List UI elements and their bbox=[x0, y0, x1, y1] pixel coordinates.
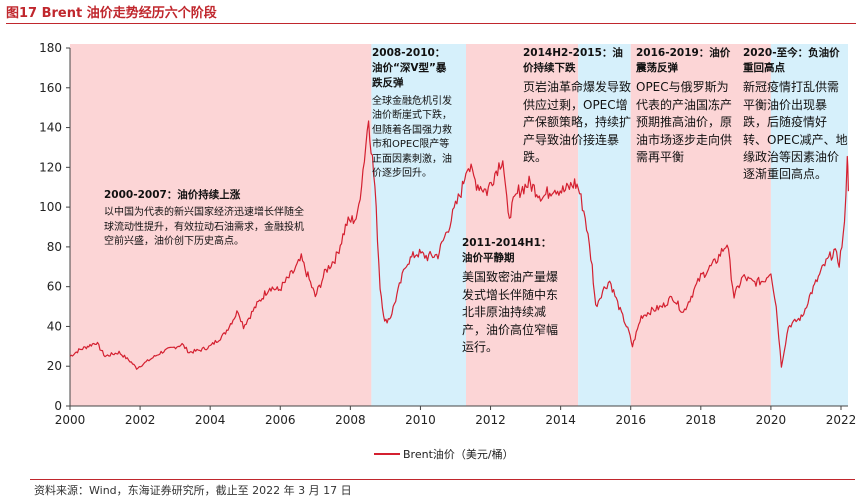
x-tick-label: 2006 bbox=[265, 413, 296, 427]
annotation-body: 页岩油革命爆发导致供应过剩，OPEC增产保额策略，持续扩产导致油价接连暴跌。 bbox=[523, 80, 632, 164]
period-band-5 bbox=[630, 44, 771, 406]
annotation-2020-present: 2020-至今：负油价重回高点 新冠疫情打乱供需平衡油价出现暴跌，后随疫情好转、… bbox=[743, 46, 849, 184]
x-tick-label: 2008 bbox=[335, 413, 366, 427]
title-rule bbox=[6, 23, 856, 24]
annotation-body: OPEC与俄罗斯为代表的产油国冻产预期推高油价，原油市场逐步走向供需再平衡 bbox=[636, 80, 733, 164]
x-tick-label: 2002 bbox=[125, 413, 156, 427]
legend-label: Brent油价（美元/桶） bbox=[403, 448, 514, 461]
annotation-heading: 2008-2010：油价“深V型”暴跌反弹 bbox=[372, 47, 447, 90]
annotation-2014h2-2015: 2014H2-2015：油价持续下跌 页岩油革命爆发导致供应过剩，OPEC增产保… bbox=[523, 46, 631, 166]
annotation-body: 新冠疫情打乱供需平衡油价出现暴跌，后随疫情好转、OPEC减产、地缘政治等因素油价… bbox=[743, 80, 848, 182]
source-rule bbox=[30, 479, 855, 480]
y-tick-label: 80 bbox=[47, 240, 62, 254]
y-tick-label: 180 bbox=[39, 41, 62, 55]
annotation-heading: 2011-2014H1：油价平静期 bbox=[462, 237, 552, 265]
x-tick-label: 2014 bbox=[545, 413, 576, 427]
legend-swatch bbox=[374, 453, 400, 455]
x-tick-label: 2012 bbox=[475, 413, 506, 427]
y-tick-label: 100 bbox=[39, 200, 62, 214]
period-band-6 bbox=[770, 44, 848, 406]
y-tick-label: 140 bbox=[39, 121, 62, 135]
x-tick-label: 2020 bbox=[756, 413, 787, 427]
x-tick-label: 2018 bbox=[686, 413, 717, 427]
annotation-2016-2019: 2016-2019：油价震荡反弹 OPEC与俄罗斯为代表的产油国冻产预期推高油价… bbox=[636, 46, 732, 166]
legend: Brent油价（美元/桶） bbox=[374, 446, 514, 462]
y-tick-label: 0 bbox=[54, 399, 62, 413]
x-tick-label: 2022 bbox=[826, 413, 857, 427]
brent-price-line bbox=[69, 120, 849, 370]
y-tick-label: 160 bbox=[39, 81, 62, 95]
annotation-2008-2010: 2008-2010：油价“深V型”暴跌反弹 全球金融危机引发油价断崖式下跌，但随… bbox=[372, 46, 452, 182]
annotation-heading: 2000-2007：油价持续上涨 bbox=[104, 189, 241, 201]
y-tick-label: 40 bbox=[47, 319, 62, 333]
annotation-heading: 2016-2019：油价震荡反弹 bbox=[636, 47, 731, 75]
source-note: 资料来源：Wind，东海证券研究所，截止至 2022 年 3 月 17 日 bbox=[34, 484, 352, 497]
x-tick-label: 2004 bbox=[195, 413, 226, 427]
x-tick-label: 2010 bbox=[405, 413, 436, 427]
y-tick-label: 20 bbox=[47, 359, 62, 373]
period-band-1 bbox=[70, 44, 372, 406]
annotation-2011-2014h1: 2011-2014H1：油价平静期 美国致密油产量爆发式增长伴随中东北非原油持续… bbox=[462, 236, 558, 356]
x-tick-label: 2000 bbox=[55, 413, 86, 427]
x-tick-label: 2016 bbox=[615, 413, 646, 427]
annotation-body: 美国致密油产量爆发式增长伴随中东北非原油持续减产，油价高位窄幅运行。 bbox=[462, 270, 559, 354]
period-band-4 bbox=[578, 44, 631, 406]
chart-area: 0 20 40 60 80 100 120 140 160 180 2000 2002 2004 200… bbox=[39, 41, 857, 427]
annotation-heading: 2014H2-2015：油价持续下跌 bbox=[523, 47, 623, 75]
figure-title: 图17 Brent 油价走势经历六个阶段 bbox=[6, 6, 217, 21]
period-band-3 bbox=[466, 44, 579, 406]
y-tick-label: 60 bbox=[47, 280, 62, 294]
y-tick-label: 120 bbox=[39, 160, 62, 174]
annotation-body: 全球金融危机引发油价断崖式下跌，但随着各国强力救市和OPEC限产等正面因素刺激，… bbox=[372, 95, 452, 180]
annotation-body: 以中国为代表的新兴国家经济迅速增长伴随全球流动性提升，有效拉动石油需求，金融投机… bbox=[104, 207, 304, 248]
annotation-2000-2007: 2000-2007：油价持续上涨 以中国为代表的新兴国家经济迅速增长伴随全球流动… bbox=[104, 188, 304, 250]
annotation-heading: 2020-至今：负油价重回高点 bbox=[743, 47, 840, 75]
